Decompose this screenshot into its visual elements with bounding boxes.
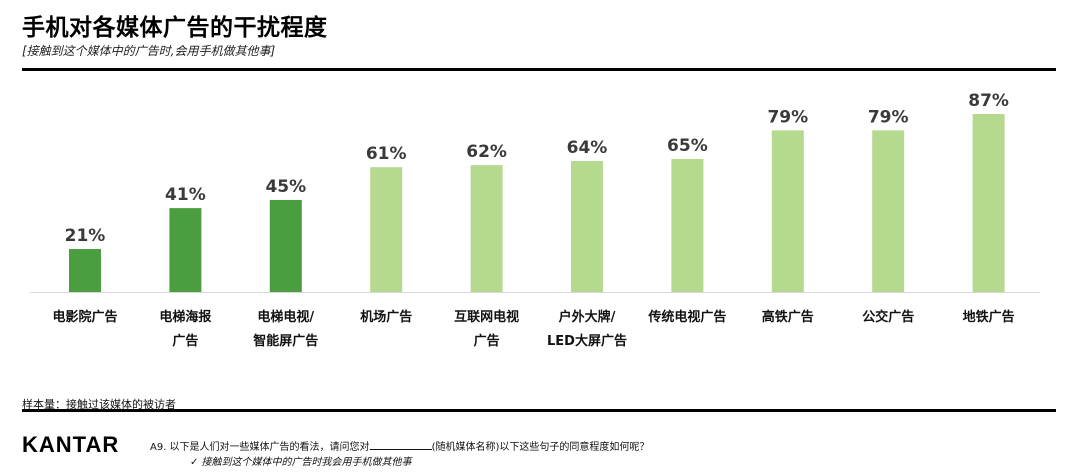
category-label-2-line-1: 电梯海报	[159, 309, 212, 325]
category-label-3-line-2: 智能屏广告	[253, 333, 318, 349]
category-label-8-line-1: 高铁广告	[762, 309, 814, 325]
bar-1	[69, 249, 101, 292]
bottom-divider	[22, 409, 1056, 412]
value-label-4: 61%	[366, 144, 407, 164]
chart-subtitle: [接触到这个媒体中的广告时,会用手机做其他事]	[22, 44, 276, 58]
bar-6	[571, 161, 603, 292]
bar-3	[269, 199, 302, 292]
category-label-5-line-1: 互联网电视	[454, 309, 519, 325]
category-label-6-line-1: 户外大牌/	[559, 309, 616, 325]
chart-title: 手机对各媒体广告的干扰程度	[22, 15, 328, 41]
bar-5	[470, 165, 503, 292]
bar-7	[671, 159, 704, 292]
question-blank	[369, 440, 432, 450]
value-label-3: 45%	[265, 177, 306, 197]
top-divider	[22, 68, 1056, 71]
category-label-1-line-1: 电影院广告	[52, 309, 117, 325]
value-label-6: 64%	[567, 138, 608, 158]
value-label-8: 79%	[767, 107, 808, 127]
bar-10	[972, 114, 1005, 292]
category-label-4-line-1: 机场广告	[360, 309, 412, 325]
bar-4	[370, 167, 403, 292]
category-label-2-line-2: 广告	[172, 333, 198, 349]
value-label-9: 79%	[868, 107, 909, 127]
value-label-10: 87%	[968, 91, 1009, 111]
value-label-2: 41%	[165, 185, 206, 205]
bar-9	[872, 130, 905, 292]
category-label-10-line-1: 地铁广告	[963, 309, 1015, 325]
bar-2	[169, 208, 202, 292]
value-label-7: 65%	[667, 136, 708, 156]
category-label-9-line-1: 公交广告	[862, 309, 914, 325]
sample-note: 样本量：接触过该媒体的被访者	[22, 398, 176, 411]
value-label-1: 21%	[65, 226, 106, 246]
survey-question: A9. 以下是人们对一些媒体广告的看法，请问您对 (随机媒体名称)以下这些句子的同…	[150, 438, 649, 453]
category-label-5-line-2: 广告	[474, 333, 500, 349]
category-label-3-line-1: 电梯电视/	[257, 309, 314, 325]
survey-option: ✓ 接触到这个媒体中的广告时我会用手机做其他事	[190, 457, 412, 468]
question-suffix: (随机媒体名称)以下这些句子的同意程度如何呢？	[431, 442, 650, 453]
category-label-7-line-1: 传统电视广告	[647, 309, 726, 325]
bar-8	[771, 130, 804, 292]
value-label-5: 62%	[466, 142, 507, 162]
kantar-logo: KANTAR	[22, 432, 120, 457]
category-label-6-line-2: LED大屏广告	[547, 333, 627, 349]
question-prefix: A9. 以下是人们对一些媒体广告的看法，请问您对	[150, 442, 370, 453]
